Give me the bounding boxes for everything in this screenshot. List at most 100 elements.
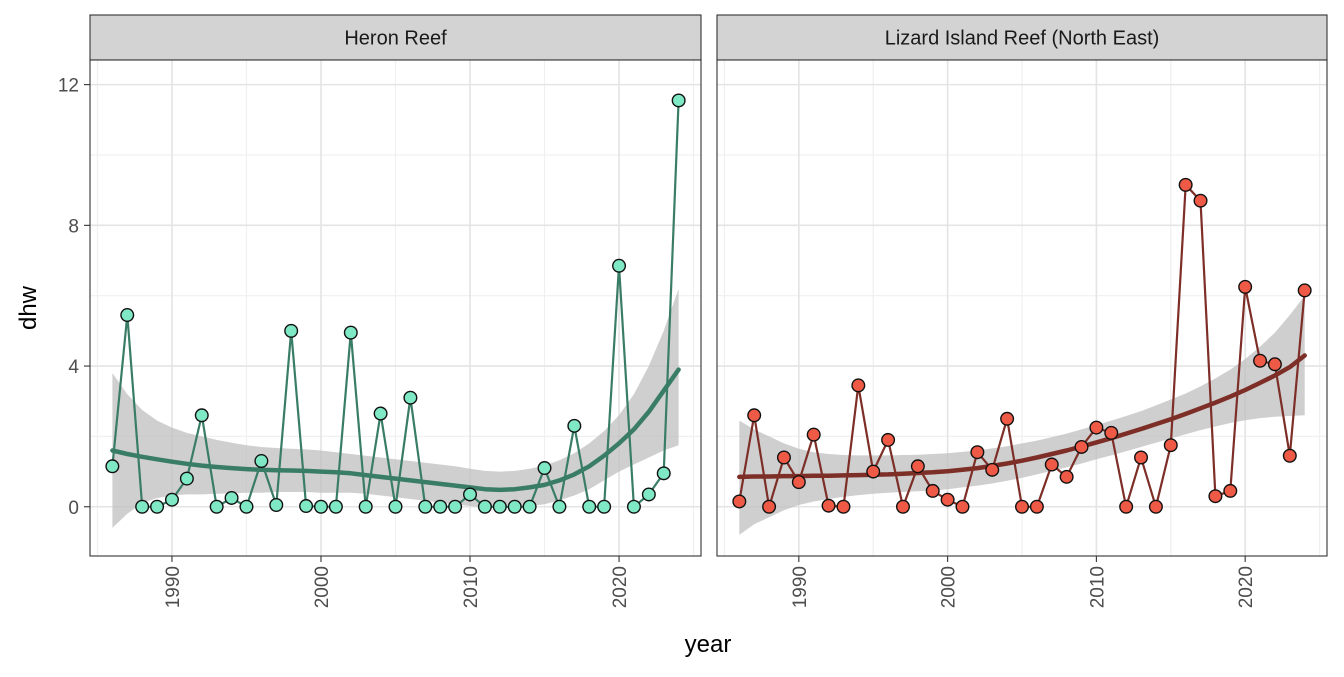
data-point <box>194 408 209 423</box>
trend-line <box>110 367 681 493</box>
data-point <box>388 499 403 514</box>
data-point <box>537 461 552 476</box>
panel-border <box>89 59 702 557</box>
data-point <box>343 325 358 340</box>
data-point <box>671 93 686 108</box>
data-point <box>373 406 388 421</box>
data-point <box>1059 469 1074 484</box>
data-point <box>836 499 851 514</box>
data-point <box>582 499 597 514</box>
data-point <box>1253 353 1268 368</box>
data-point <box>179 471 194 486</box>
data-point <box>105 459 120 474</box>
data-point <box>120 308 135 323</box>
data-point <box>269 497 284 512</box>
data-point <box>597 499 612 514</box>
x-tick-label: 1990 <box>790 566 811 608</box>
data-point <box>135 499 150 514</box>
data-point <box>313 499 328 514</box>
y-tick-label: 8 <box>68 216 79 237</box>
panel-border <box>716 59 1328 557</box>
data-point <box>612 258 627 273</box>
data-point <box>970 445 985 460</box>
data-point <box>224 490 239 505</box>
data-point <box>1074 439 1089 454</box>
data-point <box>254 454 269 469</box>
data-point <box>418 499 433 514</box>
data-point <box>1208 489 1223 504</box>
data-point <box>477 499 492 514</box>
data-point <box>851 378 866 393</box>
data-point <box>567 418 582 433</box>
data-point <box>492 499 507 514</box>
x-tick-label: 2000 <box>939 566 960 608</box>
data-point <box>284 323 299 338</box>
data-point <box>641 487 656 502</box>
data-point <box>1015 499 1030 514</box>
data-point <box>656 466 671 481</box>
data-point <box>732 494 747 509</box>
data-point <box>626 499 641 514</box>
data-point <box>1238 279 1253 294</box>
data-point <box>239 499 254 514</box>
x-tick-label: 2000 <box>312 566 333 608</box>
data-point <box>1282 448 1297 463</box>
data-point <box>1178 177 1193 192</box>
data-point <box>1000 411 1015 426</box>
data-point <box>821 498 836 513</box>
data-point <box>328 499 343 514</box>
data-point <box>299 499 314 514</box>
data-point <box>747 408 762 423</box>
x-axis-title: year <box>685 631 732 658</box>
facet-strip-label: Heron Reef <box>344 28 447 50</box>
facet-strip <box>89 14 702 61</box>
x-tick-label: 2020 <box>610 566 631 608</box>
x-tick-label: 1990 <box>163 566 184 608</box>
data-point <box>776 450 791 465</box>
data-point <box>463 487 478 502</box>
data-point <box>164 492 179 507</box>
data-point <box>1104 425 1119 440</box>
data-point <box>1029 499 1044 514</box>
data-point <box>1148 499 1163 514</box>
data-point <box>448 499 463 514</box>
data-point <box>1163 438 1178 453</box>
data-point <box>955 499 970 514</box>
data-point <box>1089 420 1104 435</box>
data-point <box>209 499 224 514</box>
data-point <box>985 462 1000 477</box>
data-point <box>1297 283 1312 298</box>
data-point <box>403 390 418 405</box>
data-point <box>806 427 821 442</box>
data-point <box>507 499 522 514</box>
data-point <box>910 459 925 474</box>
data-point <box>1134 450 1149 465</box>
data-point <box>1193 193 1208 208</box>
data-point <box>881 432 896 447</box>
data-point <box>433 499 448 514</box>
y-axis-title: dhw <box>15 285 42 330</box>
x-tick-label: 2020 <box>1236 566 1257 608</box>
trend-line <box>737 353 1307 480</box>
data-point <box>1267 357 1282 372</box>
data-point <box>1044 457 1059 472</box>
facet-panel: Heron Reef 1990 2000 2010 2020 0 4 8 12 <box>58 14 702 608</box>
data-point <box>358 499 373 514</box>
x-tick-label: 2010 <box>1087 566 1108 608</box>
data-point <box>150 499 165 514</box>
facet-strip <box>716 14 1328 61</box>
facet-panel: Lizard Island Reef (North East) 1990 2000 2… <box>716 14 1328 608</box>
data-point <box>552 499 567 514</box>
data-point <box>925 483 940 498</box>
data-point <box>791 475 806 490</box>
x-tick-label: 2010 <box>461 566 482 608</box>
y-tick-label: 4 <box>68 357 79 378</box>
data-point <box>895 499 910 514</box>
data-point <box>522 499 537 514</box>
data-point <box>866 464 881 479</box>
y-tick-label: 0 <box>68 498 79 519</box>
data-point <box>940 492 955 507</box>
y-tick-label: 12 <box>58 76 79 97</box>
